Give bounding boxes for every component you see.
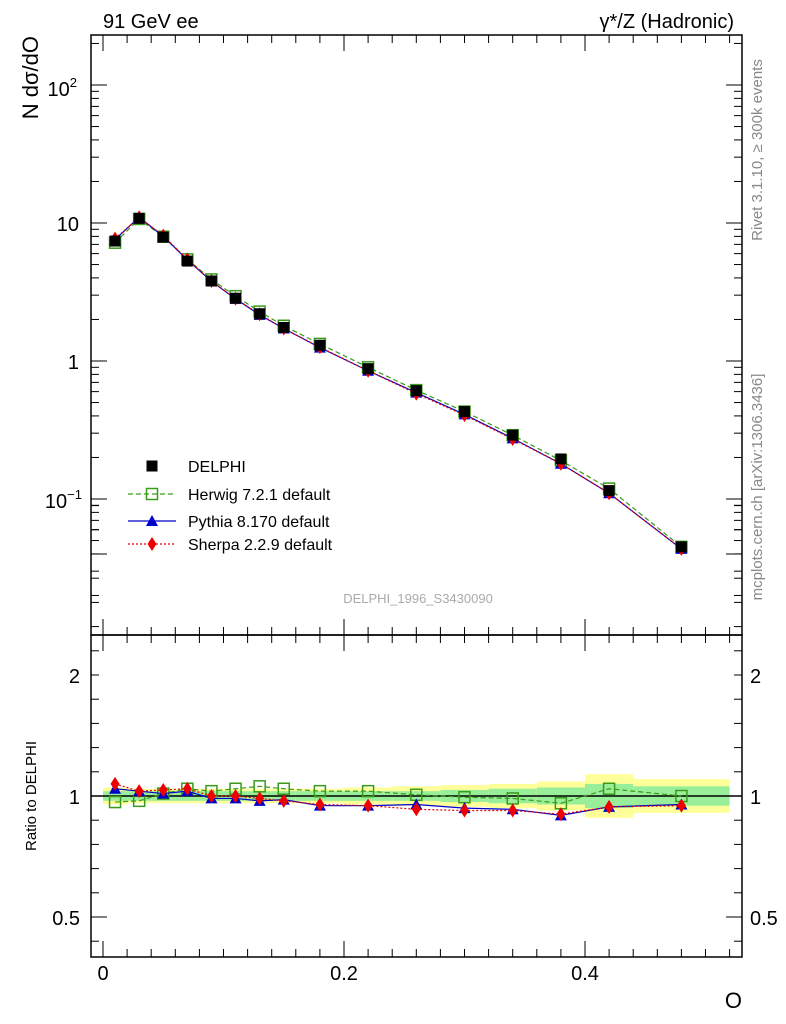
legend: DELPHI Herwig 7.2.1 default Pythia 8.170… [128,459,333,554]
sherpa-ratio-point [315,797,325,812]
right-title: γ*/Z (Hadronic) [600,11,734,33]
sherpa-ratio-point [508,803,518,818]
legend-marker-herwig [145,487,159,501]
sherpa-ratio-point [363,798,373,813]
ratio-ytick-label-2: 2 [69,666,80,688]
sherpa-ratio-point [460,803,469,818]
main-ytick-label-10: 10 [57,214,79,236]
ratio-ytick-label-right-1: 1 [750,787,761,809]
legend-label-sherpa: Sherpa 2.2.9 default [188,537,333,554]
data-main-point [507,429,519,441]
sherpa-ratio-point [676,798,686,813]
sherpa-ratio-point [158,782,168,797]
rivet-label: Rivet 3.1.10, ≥ 300k events [749,59,766,241]
axis-ticks [91,35,742,957]
data-main-point [278,321,290,333]
legend-label-pythia: Pythia 8.170 default [188,514,330,531]
x-axis-label: O [725,988,742,1013]
sherpa-ratio-point [556,807,566,822]
data-main-point [181,255,193,267]
herwig-ratio-point [313,784,327,798]
xtick-label-0.4: 0.4 [571,963,599,985]
herwig-ratio-point [602,782,616,795]
legend-label-herwig: Herwig 7.2.1 default [188,487,331,504]
data-main-point [362,363,374,375]
main-ytick-label-0.1: 10−1 [45,487,82,513]
data-main-point [109,235,121,247]
sherpa-ratio-line [114,783,682,815]
data-main-point [555,453,567,465]
data-main-point [230,292,242,304]
sherpa-ratio-point [411,802,421,817]
sherpa-ratio-point [279,793,289,808]
main-ytick-label-1: 1 [68,352,79,374]
sherpa-ratio-point [231,789,241,803]
data-main-point [157,231,169,243]
herwig-ratio-point [108,795,122,809]
ratio-ytick-label-right-0.5: 0.5 [750,908,778,930]
xtick-label-0.2: 0.2 [330,963,358,985]
legend-label-data: DELPHI [188,459,246,476]
data-main-point [133,212,145,224]
herwig-ratio-point [361,784,375,798]
left-title: 91 GeV ee [103,11,199,33]
sherpa-ratio-point [134,784,144,799]
data-main-point [314,339,326,351]
ratio-series [108,776,688,822]
data-main-point [254,308,266,320]
data-main-point [459,406,470,418]
main-ytick-label-100: 102 [48,75,77,101]
ratio-ytick-label-0.5: 0.5 [52,908,80,930]
data-main-point [603,485,615,497]
ratio-ytick-label-right-2: 2 [750,666,761,688]
main-series [108,210,688,556]
main-ylabel: N dσ/dO [18,36,43,119]
mcplots-label: mcplots.cern.ch [arXiv:1306.3436] [749,374,766,601]
sherpa-ratio-point [206,789,216,803]
ratio-ylabel: Ratio to DELPHI [23,741,40,851]
sherpa-ratio-point [604,799,614,814]
sherpa-ratio-point [182,781,192,796]
sherpa-ratio-point [255,791,265,806]
xtick-label-0: 0 [97,963,108,985]
analysis-watermark: DELPHI_1996_S3430090 [343,591,493,606]
legend-marker-sherpa [147,537,157,551]
sherpa-main-line [114,216,682,550]
legend-marker-data [146,460,158,472]
ratio-ytick-label-1: 1 [69,787,80,809]
data-main-point [410,385,422,397]
data-main-point [205,275,217,287]
sherpa-ratio-point [110,776,120,791]
herwig-ratio-line [115,785,682,804]
legend-marker-pythia [146,515,158,526]
data-main-point [675,541,687,553]
